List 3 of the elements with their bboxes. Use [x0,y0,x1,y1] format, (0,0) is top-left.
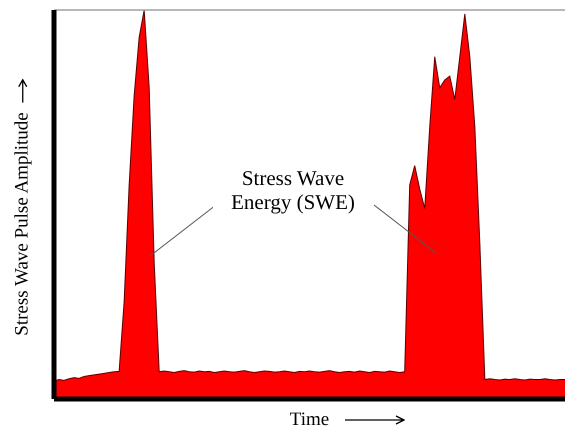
annotation: Stress Wave Energy (SWE) [213,166,373,214]
x-axis-title: Time [290,409,330,431]
y-axis-title: Stress Wave Pulse Amplitude [12,112,34,336]
